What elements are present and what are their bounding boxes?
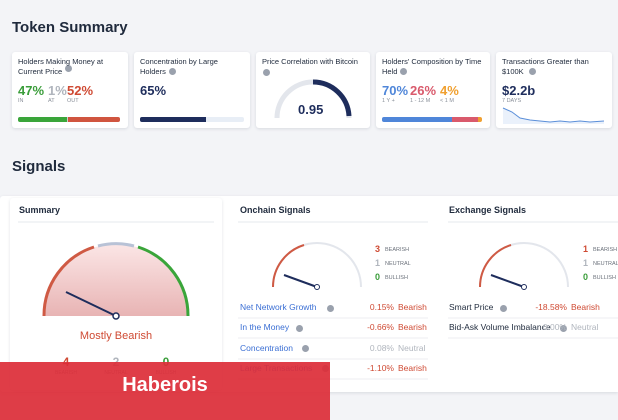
help-icon[interactable] [263, 69, 270, 76]
gauge-bearish [272, 244, 305, 288]
gauge-track [479, 242, 569, 288]
stat-value: 0.95 [298, 102, 324, 117]
count: 0 [374, 272, 380, 282]
watermark-banner [0, 362, 330, 420]
stat-value: 47% [18, 83, 45, 98]
help-icon[interactable] [560, 325, 567, 332]
section-title: Token Summary [12, 19, 128, 36]
section-title: Signals [12, 158, 66, 175]
stat-value: 52% [67, 83, 94, 98]
stat-value: $2.2b [502, 83, 536, 98]
signal-status: Neutral [571, 322, 599, 333]
card [12, 52, 128, 128]
count-label: NEUTRAL [593, 261, 618, 267]
bar-out [68, 117, 120, 122]
count: 3 [374, 244, 380, 254]
count-label: BULLISH [593, 275, 616, 281]
verdict: Mostly Bearish [79, 330, 153, 342]
bar-short [478, 117, 482, 122]
signal-name[interactable]: Net Network Growth [240, 302, 317, 312]
gauge-bearish [479, 244, 512, 288]
signal-value: -18.58% [535, 302, 567, 312]
count: 0 [582, 272, 588, 282]
help-icon[interactable] [327, 305, 334, 312]
count-label: NEUTRAL [385, 261, 411, 267]
stat-label: 1 - 12 M [410, 98, 431, 104]
signal-value: 0.00% [542, 322, 567, 333]
help-icon[interactable] [400, 68, 407, 75]
help-icon[interactable] [169, 68, 176, 75]
watermark: Haberois [122, 374, 208, 396]
needle-pivot [112, 312, 120, 320]
help-icon[interactable] [500, 305, 507, 312]
signal-status: Bearish [398, 322, 427, 333]
card-title: Price Correlation with Bitcoin [262, 57, 358, 66]
help-icon[interactable] [302, 345, 309, 352]
signal-value: -1.10% [367, 362, 394, 373]
stat-label: < 1 M [440, 98, 454, 104]
stat-label: IN [18, 98, 24, 104]
count-label: BULLISH [385, 275, 408, 281]
signal-status: Neutral [398, 342, 426, 353]
signal-value: -0.66% [367, 322, 394, 333]
card-title: Transactions Greater than $100K [502, 57, 589, 76]
panel-title: Summary [19, 205, 61, 215]
signal-name: Bid-Ask Volume Imbalance [449, 322, 551, 333]
signal-status: Bearish [398, 302, 427, 312]
gauge-bearish [42, 245, 95, 317]
gauge-arc [312, 79, 352, 117]
gauge-needle [65, 291, 117, 317]
signal-value: 0.08% [369, 342, 394, 353]
signal-status: Bearish [571, 302, 600, 312]
signal-name[interactable]: Concentration [240, 342, 293, 353]
stat-value: 70% [382, 83, 409, 98]
stat-label: 1 Y + [382, 98, 395, 104]
stat-label: OUT [67, 98, 79, 104]
gauge-neutral [97, 242, 135, 248]
gauge-needle [490, 274, 525, 288]
count: 1 [582, 244, 588, 254]
card-title: Holders Making Money at Current Price [18, 57, 104, 76]
count: 1 [582, 258, 588, 268]
sparkline [502, 107, 605, 123]
help-icon[interactable] [529, 68, 536, 75]
signal-name: Smart Price [449, 302, 494, 312]
stat-value: 65% [140, 83, 167, 98]
signal-name[interactable]: In the Money [240, 322, 290, 333]
count-label: BEARISH [593, 247, 618, 253]
panel-title: Onchain Signals [240, 205, 311, 215]
count: 1 [374, 258, 380, 268]
gauge-fill [44, 244, 188, 316]
stat-label: 7 DAYS [502, 98, 522, 104]
gauge-track [272, 242, 362, 288]
stat-value: 26% [410, 83, 437, 98]
count-label: BEARISH [385, 247, 410, 253]
card [134, 52, 250, 128]
needle-pivot [314, 284, 320, 290]
bar-concentration [140, 117, 206, 122]
needle-pivot [521, 284, 527, 290]
stat-label: AT [48, 98, 55, 104]
signal-status: Bearish [398, 362, 427, 373]
card-title: Concentration by Large Holders [140, 57, 218, 76]
bar-long [382, 117, 452, 122]
signal-value: 0.15% [369, 302, 394, 312]
card-title: Holders' Composition by Time Held [382, 57, 482, 76]
bar-mid [452, 117, 478, 122]
gauge-bullish [137, 245, 190, 317]
stat-value: 4% [440, 83, 459, 98]
bar-at [67, 117, 68, 122]
help-icon[interactable] [65, 65, 72, 72]
card [376, 52, 490, 128]
bar-in [18, 117, 67, 122]
panel-title: Exchange Signals [449, 205, 527, 215]
gauge-needle [283, 274, 318, 288]
help-icon[interactable] [296, 325, 303, 332]
stat-value: 1% [48, 83, 67, 98]
